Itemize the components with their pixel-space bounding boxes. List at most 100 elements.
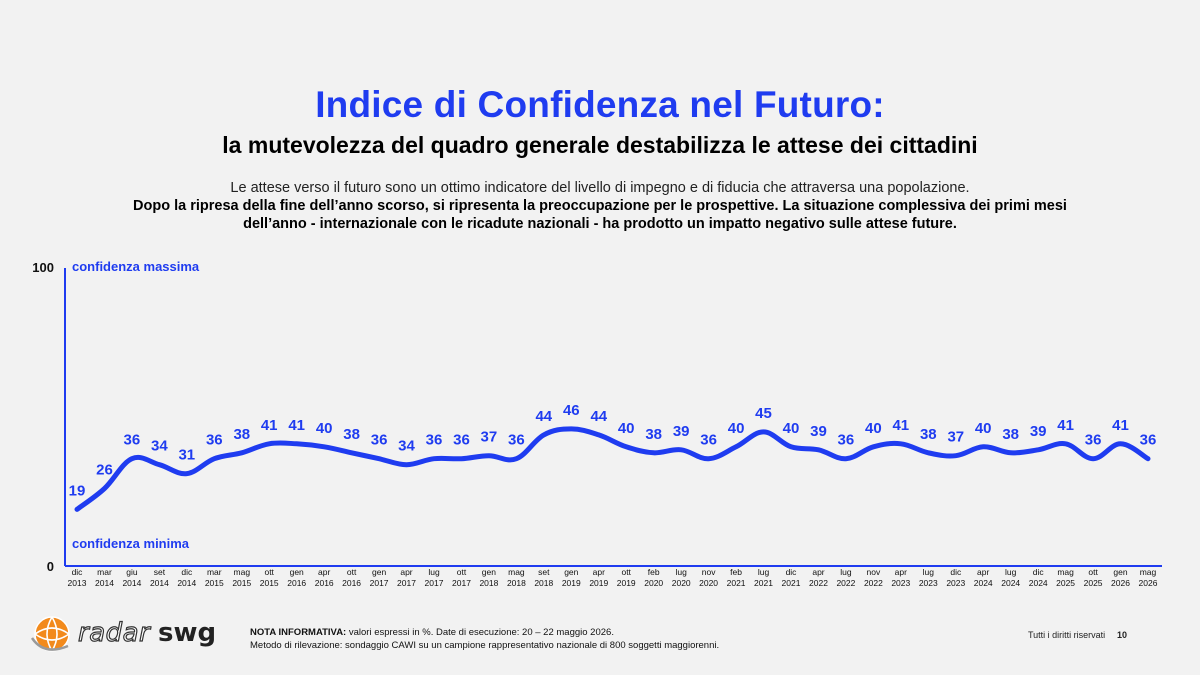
x-tick-label: dic 2021 [782,567,801,588]
value-labels: 19 26 36 34 31 36 38 41 41 40 38 36 34 36 36 37 36 44 46 44… [69,402,1157,500]
x-tick-label: mar 2014 [95,567,114,588]
data-label: 44 [590,408,607,425]
data-label: 39 [1030,423,1047,440]
x-tick-label: mag 2025 [1056,567,1075,588]
x-tick-label: apr 2019 [589,567,608,588]
data-label: 40 [728,420,745,437]
data-label: 19 [69,482,86,499]
x-tick-label: ott 2025 [1084,567,1103,588]
data-label: 36 [1085,432,1102,449]
data-label: 38 [920,426,937,443]
x-tick-label: feb 2021 [727,567,746,588]
data-label: 36 [700,432,717,449]
x-tick-label: lug 2017 [425,567,444,588]
x-tick-label: lug 2023 [919,567,938,588]
x-tick-label: apr 2017 [397,567,416,588]
annotation-min: confidenza minima [72,536,190,551]
x-tick-label: ott 2015 [260,567,279,588]
y-tick-0: 0 [47,559,54,574]
data-label: 40 [975,420,992,437]
x-tick-label: lug 2021 [754,567,773,588]
x-tick-label: mag 2015 [232,567,251,588]
x-tick-label: apr 2024 [974,567,993,588]
x-tick-label: apr 2022 [809,567,828,588]
radar-swg-logo: radar swg [30,612,230,656]
data-label: 36 [453,432,470,449]
data-label: 38 [645,426,662,443]
data-label: 38 [1002,426,1019,443]
page-number: 10 [1117,630,1128,640]
x-tick-label: dic 2013 [68,567,87,588]
x-axis-labels: dic 2013 mar 2014 giu 2014 set 2014 dic 2014 mar 20… [68,567,1158,588]
x-tick-label: mag 2026 [1139,567,1158,588]
page-title: Indice di Confidenza nel Futuro: [315,84,885,125]
globe-logo-icon [30,616,70,652]
x-tick-label: gen 2016 [287,567,306,588]
note-text: valori espressi in %. Date di esecuzione… [346,627,614,638]
data-label: 37 [481,429,498,446]
data-label: 36 [371,432,388,449]
footnote: NOTA INFORMATIVA: valori espressi in %. … [250,626,719,652]
logo-text-radar: radar [77,617,151,648]
data-label: 41 [261,417,278,434]
rights-text: Tutti i diritti riservati [1028,630,1106,640]
data-label: 39 [810,423,827,440]
intro-line-1: Le attese verso il futuro sono un ottimo… [230,180,970,196]
x-tick-label: ott 2017 [452,567,471,588]
data-label: 36 [124,432,141,449]
x-tick-label: gen 2026 [1111,567,1130,588]
x-tick-label: gen 2019 [562,567,581,588]
intro-line-2: Dopo la ripresa della fine dell’anno sco… [133,198,1067,214]
data-label: 46 [563,402,580,419]
data-label: 34 [398,438,415,455]
x-tick-label: gen 2018 [479,567,498,588]
annotation-max: confidenza massima [72,259,200,274]
data-label: 36 [426,432,443,449]
data-label: 40 [783,420,800,437]
x-tick-label: apr 2016 [315,567,334,588]
x-tick-label: set 2018 [534,567,553,588]
x-tick-label: mar 2015 [205,567,224,588]
data-label: 38 [233,426,250,443]
x-tick-label: dic 2023 [946,567,965,588]
data-label: 40 [865,420,882,437]
intro-text: Le attese verso il futuro sono un ottimo… [0,179,1200,233]
x-tick-label: lug 2022 [836,567,855,588]
x-tick-label: gen 2017 [370,567,389,588]
x-tick-label: feb 2020 [644,567,663,588]
data-label: 40 [316,420,333,437]
x-tick-label: mag 2018 [507,567,526,588]
intro-line-3: dell’anno - internazionale con le ricadu… [243,216,957,232]
data-label: 37 [947,429,964,446]
x-tick-label: set 2014 [150,567,169,588]
x-tick-label: lug 2024 [1001,567,1020,588]
x-tick-label: ott 2016 [342,567,361,588]
page-subtitle: la mutevolezza del quadro generale desta… [222,132,978,158]
data-label: 41 [1112,417,1129,434]
data-label: 26 [96,462,113,479]
x-tick-label: ott 2019 [617,567,636,588]
data-label: 41 [1057,417,1074,434]
data-label: 41 [288,417,305,434]
data-label: 45 [755,405,772,422]
x-tick-label: apr 2023 [891,567,910,588]
data-label: 34 [151,438,168,455]
y-tick-100: 100 [32,260,54,275]
x-tick-label: nov 2022 [864,567,883,588]
x-tick-label: giu 2014 [122,567,141,588]
x-tick-label: lug 2020 [672,567,691,588]
confidence-line-chart: 100 0 confidenza massima confidenza mini… [32,259,1162,588]
data-label: 44 [535,408,552,425]
data-label: 36 [206,432,223,449]
method-text: Metodo di rilevazione: sondaggio CAWI su… [250,640,720,651]
note-label: NOTA INFORMATIVA: [250,627,347,638]
logo-text-swg: swg [158,618,217,648]
data-label: 41 [892,417,909,434]
data-label: 40 [618,420,635,437]
x-tick-label: dic 2014 [177,567,196,588]
data-label: 39 [673,423,690,440]
data-label: 38 [343,426,360,443]
data-label: 36 [1140,432,1157,449]
data-label: 36 [838,432,855,449]
data-label: 31 [178,447,195,464]
